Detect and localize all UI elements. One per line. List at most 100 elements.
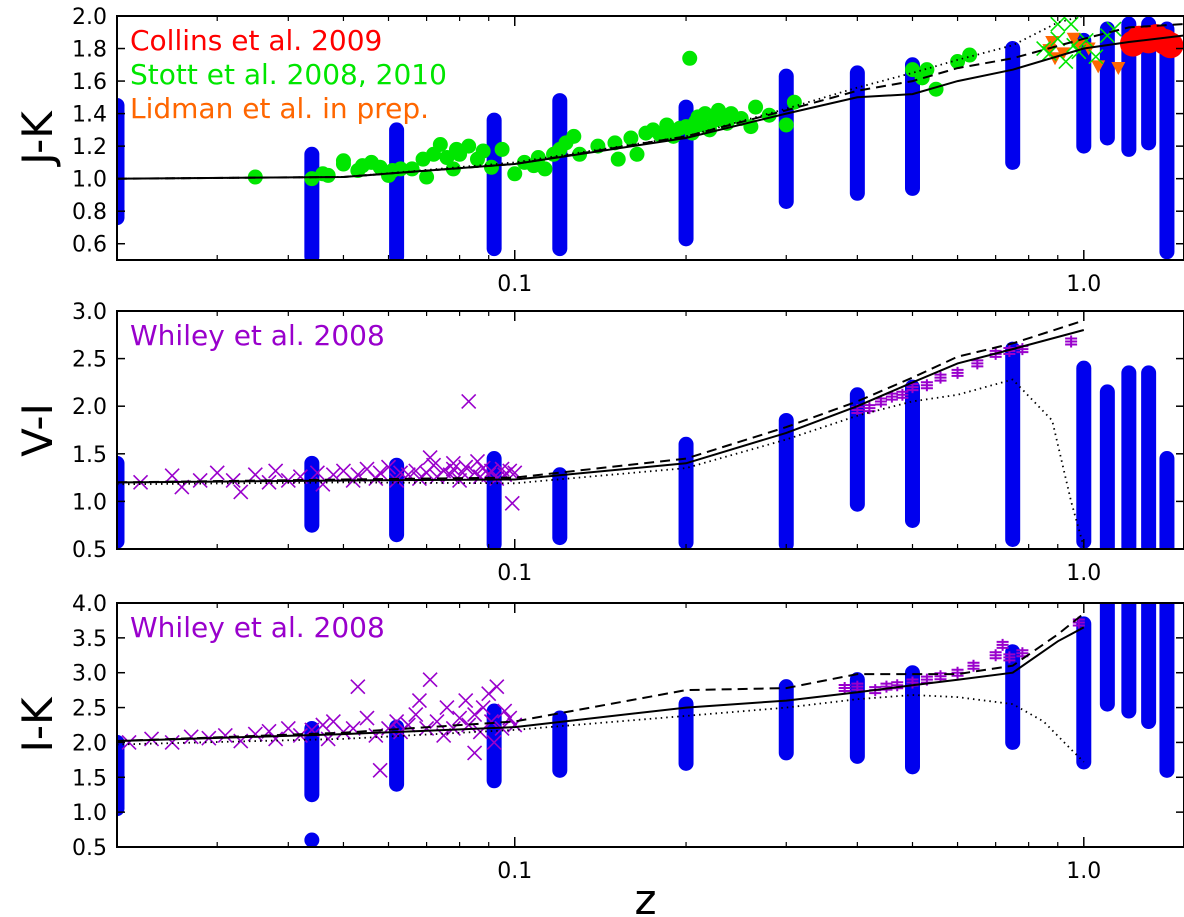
data-point (380, 459, 397, 475)
data-point (950, 54, 966, 70)
y-axis-label: V-I (13, 403, 62, 457)
model-curve-solid (117, 626, 1085, 742)
x-tick-label: 1.0 (1066, 561, 1101, 586)
data-point (411, 693, 428, 709)
y-tick-label: 1.0 (72, 801, 107, 826)
data-point (425, 457, 442, 473)
data-point (502, 463, 518, 479)
data-point (504, 495, 520, 511)
data-point (439, 700, 455, 716)
data-point (183, 729, 199, 745)
data-point (315, 717, 331, 733)
y-tick-label: 2.5 (72, 697, 107, 722)
data-point (445, 461, 461, 477)
data-point (778, 117, 794, 133)
panel-plot-area (117, 603, 1175, 847)
y-tick-label: 3.5 (72, 627, 107, 652)
y-tick-label: 4.0 (72, 592, 107, 617)
data-point (851, 680, 864, 693)
data-point (419, 720, 435, 737)
data-point (951, 666, 964, 679)
data-point (1078, 32, 1094, 48)
legend-entry: Stott et al. 2008, 2010 (130, 58, 447, 91)
data-point (461, 138, 477, 154)
data-point (934, 670, 947, 683)
y-tick-label: 3.0 (72, 300, 107, 325)
x-axis-label: z (634, 875, 656, 917)
data-point (971, 357, 984, 370)
data-point (372, 465, 388, 481)
data-point (408, 706, 424, 723)
y-tick-label: 2.0 (72, 731, 107, 756)
data-point (566, 128, 582, 144)
data-point (507, 166, 523, 182)
y-tick-label: 2.0 (72, 5, 107, 30)
model-curve-dashed (117, 612, 1085, 742)
data-point (467, 706, 483, 723)
data-point (989, 649, 1002, 662)
data-point (261, 474, 277, 490)
data-point (962, 47, 978, 63)
data-point (1050, 16, 1066, 32)
data-point (247, 467, 263, 483)
data-point (389, 713, 405, 730)
data-point (419, 169, 435, 185)
axes-frame (116, 602, 1184, 848)
data-point (497, 703, 513, 719)
data-point (445, 455, 461, 471)
y-tick-label: 2.5 (72, 348, 107, 373)
data-point (1063, 16, 1079, 32)
y-tick-label: 1.5 (72, 443, 107, 468)
legend-entry: Whiley et al. 2008 (130, 319, 385, 352)
y-tick-label: 1.6 (72, 70, 107, 95)
y-tick-label: 0.5 (72, 836, 107, 861)
legend-entry: Whiley et al. 2008 (130, 611, 385, 644)
y-axis-label: I-K (13, 696, 62, 753)
data-point (838, 682, 851, 695)
y-tick-label: 0.6 (72, 233, 107, 258)
data-point (1045, 36, 1060, 50)
data-point (1072, 616, 1085, 629)
data-point (851, 404, 864, 417)
y-tick-label: 1.5 (72, 766, 107, 791)
y-tick-label: 2.0 (72, 395, 107, 420)
data-point (217, 727, 233, 744)
data-point (1071, 44, 1087, 60)
data-point (467, 745, 483, 761)
data-point (920, 673, 933, 686)
y-tick-label: 1.8 (72, 38, 107, 63)
data-point (1071, 39, 1086, 53)
data-point (489, 679, 505, 695)
data-point (537, 161, 553, 177)
data-point (863, 402, 876, 415)
data-point (885, 390, 898, 403)
axes-frame (116, 310, 1184, 550)
y-tick-label: 1.2 (72, 135, 107, 160)
data-point (164, 468, 180, 484)
legend-entry: Collins et al. 2009 (130, 24, 382, 57)
y-tick-label: 1.0 (72, 168, 107, 193)
x-tick-label: 0.1 (497, 561, 532, 586)
data-point (209, 465, 225, 481)
model-curve-dashed (117, 23, 1184, 180)
data-point (483, 159, 499, 175)
data-point (1088, 49, 1104, 65)
data-point (452, 710, 468, 726)
data-point (659, 117, 675, 133)
data-point (1065, 335, 1078, 348)
data-point (494, 141, 510, 157)
data-point (335, 153, 351, 169)
data-point (1016, 647, 1029, 660)
data-point (1058, 53, 1074, 70)
y-tick-label: 1.4 (72, 103, 107, 128)
data-point (934, 371, 947, 384)
y-tick-label: 3.0 (72, 662, 107, 687)
data-point (1016, 343, 1029, 356)
x-tick-label: 0.1 (497, 859, 532, 884)
data-point (996, 638, 1009, 651)
data-point (309, 465, 325, 481)
legend-entry: Lidman et al. in prep. (130, 92, 429, 125)
data-point (121, 734, 137, 750)
data-point (268, 463, 284, 479)
